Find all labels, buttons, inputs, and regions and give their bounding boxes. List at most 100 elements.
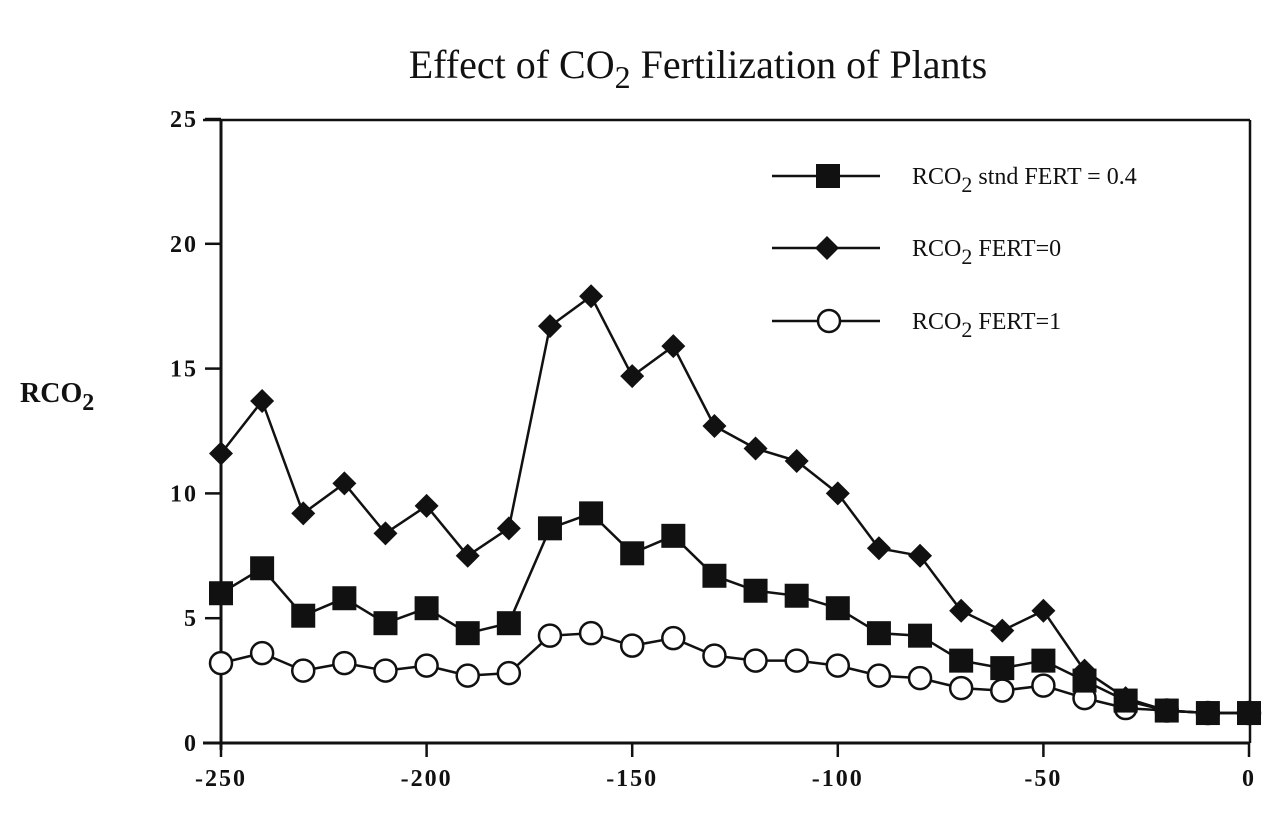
y-axis-label: RCO2 xyxy=(20,378,94,416)
y-tick-label: 10 xyxy=(170,481,198,507)
data-point-square xyxy=(537,516,562,541)
data-point-square xyxy=(908,623,933,648)
y-tick-label: 5 xyxy=(184,606,198,632)
data-point-square xyxy=(455,621,480,646)
data-point-square xyxy=(784,583,809,608)
data-point-diamond xyxy=(250,389,275,414)
data-point-diamond xyxy=(537,314,562,339)
legend-label-fert1-base: RCO xyxy=(912,309,961,335)
legend-circle-marker-icon xyxy=(816,308,842,334)
y-tick-label: 15 xyxy=(170,357,198,383)
data-point-square xyxy=(949,648,974,673)
data-point-square xyxy=(1154,698,1179,723)
legend-square-marker-icon xyxy=(816,164,840,188)
data-point-square xyxy=(579,501,604,526)
data-point-circle xyxy=(208,650,234,676)
data-point-diamond xyxy=(620,364,645,389)
series-markers-0 xyxy=(209,501,1261,726)
data-point-square xyxy=(250,556,275,581)
data-point-diamond xyxy=(784,448,809,473)
data-point-circle xyxy=(578,620,604,646)
data-point-circle xyxy=(249,640,275,666)
chart-title: Effect of CO2 Fertilization of Plants xyxy=(409,42,987,95)
data-point-square xyxy=(1072,668,1097,693)
data-point-circle xyxy=(332,650,357,676)
data-point-square xyxy=(620,541,645,566)
data-point-diamond xyxy=(209,441,233,466)
data-point-diamond xyxy=(866,536,891,561)
data-point-square xyxy=(291,603,316,628)
data-point-diamond xyxy=(990,618,1015,643)
data-point-diamond xyxy=(825,481,850,506)
x-tick-label: -100 xyxy=(812,766,864,792)
data-point-diamond xyxy=(332,471,357,496)
data-point-square xyxy=(990,656,1015,681)
data-point-circle xyxy=(290,658,316,683)
y-tick-label: 0 xyxy=(184,731,198,757)
legend-item-fert1: RCO2 FERT=1 xyxy=(772,308,1061,342)
data-point-square xyxy=(1195,701,1220,726)
series-markers-2 xyxy=(208,620,1262,726)
data-point-circle xyxy=(907,665,933,691)
legend: RCO2 stnd FERT = 0.4 RCO2 FERT=0 RCO2 FE… xyxy=(772,164,1137,342)
legend-label-fert1: RCO2 FERT=1 xyxy=(912,309,1061,342)
data-point-circle xyxy=(661,625,686,651)
data-point-diamond xyxy=(579,284,604,309)
chart-title-subscript: 2 xyxy=(615,59,631,95)
data-point-circle xyxy=(373,658,398,683)
data-point-diamond xyxy=(702,414,727,439)
legend-label-stnd-sub: 2 xyxy=(961,172,972,197)
y-tick-label: 25 xyxy=(170,107,198,133)
data-point-square xyxy=(743,578,768,603)
data-point-diamond xyxy=(496,516,521,541)
legend-item-stnd: RCO2 stnd FERT = 0.4 xyxy=(772,164,1137,197)
data-point-diamond xyxy=(1031,598,1056,623)
data-point-circle xyxy=(414,653,439,678)
legend-label-stnd-rest: stnd FERT = 0.4 xyxy=(972,164,1136,190)
legend-diamond-marker-icon xyxy=(815,236,839,260)
data-point-circle xyxy=(496,660,522,686)
data-point-diamond xyxy=(743,436,768,461)
data-point-diamond xyxy=(661,334,686,359)
data-point-square xyxy=(373,611,398,636)
series-layer xyxy=(208,284,1262,726)
y-axis-label-base: RCO xyxy=(20,378,82,409)
chart-title-part-2: Fertilization of Plants xyxy=(631,42,988,87)
data-point-circle xyxy=(743,648,768,673)
y-axis-ticks: 0 5 10 15 20 25 xyxy=(170,107,221,757)
data-point-circle xyxy=(1031,673,1056,698)
data-point-diamond xyxy=(455,543,480,568)
data-point-diamond xyxy=(291,501,316,526)
data-point-circle xyxy=(825,653,851,678)
x-tick-label: -150 xyxy=(606,766,658,792)
data-point-square xyxy=(496,611,521,636)
data-point-square xyxy=(414,596,439,621)
data-point-square xyxy=(825,596,850,621)
series-line-1 xyxy=(220,294,1249,715)
legend-item-fert0: RCO2 FERT=0 xyxy=(772,236,1061,269)
chart-title-part-1: Effect of CO xyxy=(409,42,615,87)
legend-label-stnd-base: RCO xyxy=(912,164,961,190)
data-point-circle xyxy=(990,678,1015,703)
data-point-circle xyxy=(866,663,892,688)
legend-label-fert1-rest: FERT=1 xyxy=(972,309,1061,335)
data-point-circle xyxy=(537,623,563,648)
data-point-square xyxy=(702,563,727,588)
x-tick-label: -200 xyxy=(401,766,453,792)
x-axis-ticks: -250 -200 -150 -100 -50 0 xyxy=(195,743,1254,792)
y-tick-label: 20 xyxy=(170,232,198,258)
legend-label-fert0: RCO2 FERT=0 xyxy=(912,236,1061,269)
data-point-square xyxy=(332,586,357,611)
data-point-circle xyxy=(702,643,727,668)
data-point-circle xyxy=(619,633,645,658)
data-point-circle xyxy=(455,663,480,688)
legend-label-stnd: RCO2 stnd FERT = 0.4 xyxy=(912,164,1137,197)
data-point-square xyxy=(1031,648,1056,673)
data-point-square xyxy=(661,523,686,548)
data-point-diamond xyxy=(414,493,439,518)
data-point-diamond xyxy=(908,543,933,568)
data-point-square xyxy=(866,621,891,646)
legend-label-fert0-base: RCO xyxy=(912,236,961,262)
legend-label-fert0-sub: 2 xyxy=(961,244,972,269)
